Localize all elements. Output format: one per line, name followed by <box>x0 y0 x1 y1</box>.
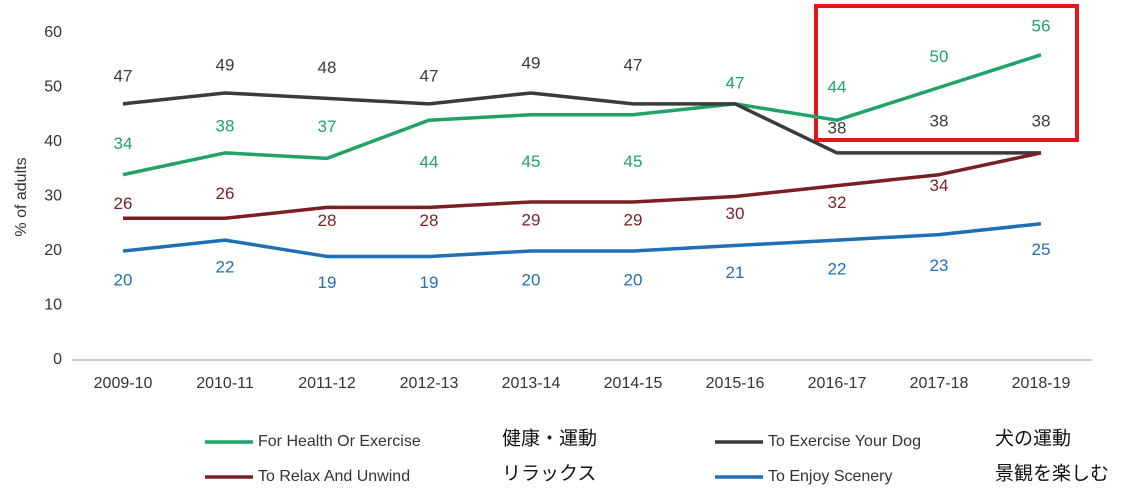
annotation: リラックス <box>502 462 596 484</box>
data-label: 45 <box>522 152 541 171</box>
series-line <box>122 53 1042 177</box>
legend-label: For Health Or Exercise <box>258 433 421 450</box>
data-label: 50 <box>930 47 949 66</box>
data-label: 56 <box>1032 16 1051 35</box>
data-label: 37 <box>318 117 337 136</box>
data-label: 30 <box>726 204 745 223</box>
data-label: 44 <box>828 78 847 97</box>
data-label: 49 <box>216 55 235 74</box>
data-label: 44 <box>420 153 439 172</box>
data-label: 26 <box>216 184 235 203</box>
x-tick-label: 2017-18 <box>910 375 969 392</box>
data-label: 20 <box>624 270 643 289</box>
data-label: 22 <box>828 260 847 279</box>
data-label: 45 <box>624 152 643 171</box>
y-tick-label: 20 <box>44 242 62 259</box>
legend-label: To Enjoy Scenery <box>768 468 893 485</box>
data-label: 21 <box>726 263 745 282</box>
annotation: 景観を楽しむ <box>995 462 1109 484</box>
y-tick-label: 0 <box>53 351 62 368</box>
data-label: 26 <box>114 194 133 213</box>
y-tick-label: 60 <box>44 24 62 41</box>
annotation: 犬の運動 <box>995 427 1071 449</box>
data-label: 19 <box>318 273 337 292</box>
data-label: 38 <box>1032 111 1051 130</box>
data-label: 20 <box>522 270 541 289</box>
x-tick-label: 2009-10 <box>94 375 153 392</box>
x-tick-label: 2011-12 <box>298 375 356 392</box>
x-tick-label: 2016-17 <box>808 375 867 392</box>
data-label: 28 <box>420 211 439 230</box>
data-label: 23 <box>930 256 949 275</box>
y-tick-label: 10 <box>44 297 62 314</box>
series-line <box>123 151 1042 221</box>
data-label: 47 <box>114 66 133 85</box>
x-tick-label: 2018-19 <box>1012 375 1071 392</box>
data-label: 48 <box>318 58 337 77</box>
data-label: 32 <box>828 193 847 212</box>
x-tick-label: 2013-14 <box>502 375 561 392</box>
series-line <box>122 91 1041 155</box>
data-label: 22 <box>216 258 235 277</box>
series-line <box>122 222 1042 259</box>
data-label: 47 <box>726 73 745 92</box>
y-tick-label: 40 <box>44 133 62 150</box>
data-label: 47 <box>420 66 439 85</box>
data-label: 34 <box>114 134 133 153</box>
data-label: 29 <box>522 210 541 229</box>
x-tick-label: 2010-11 <box>196 375 254 392</box>
y-tick-label: 30 <box>44 188 62 205</box>
data-label: 29 <box>624 210 643 229</box>
highlight-box <box>814 4 1079 142</box>
data-label: 38 <box>930 111 949 130</box>
data-label: 34 <box>930 176 949 195</box>
x-tick-label: 2015-16 <box>706 375 765 392</box>
legend-label: To Relax And Unwind <box>258 468 410 485</box>
data-label: 25 <box>1032 240 1051 259</box>
x-tick-label: 2014-15 <box>604 375 663 392</box>
y-axis-title: % of adults <box>13 157 30 236</box>
data-label: 20 <box>114 270 133 289</box>
data-label: 28 <box>318 211 337 230</box>
data-label: 49 <box>522 53 541 72</box>
data-label: 19 <box>420 273 439 292</box>
data-label: 47 <box>624 55 643 74</box>
x-tick-label: 2012-13 <box>400 375 459 392</box>
data-label: 38 <box>216 116 235 135</box>
legend-label: To Exercise Your Dog <box>768 433 921 450</box>
y-tick-label: 50 <box>44 79 62 96</box>
annotation: 健康・運動 <box>502 427 597 449</box>
data-label: 38 <box>828 118 847 137</box>
